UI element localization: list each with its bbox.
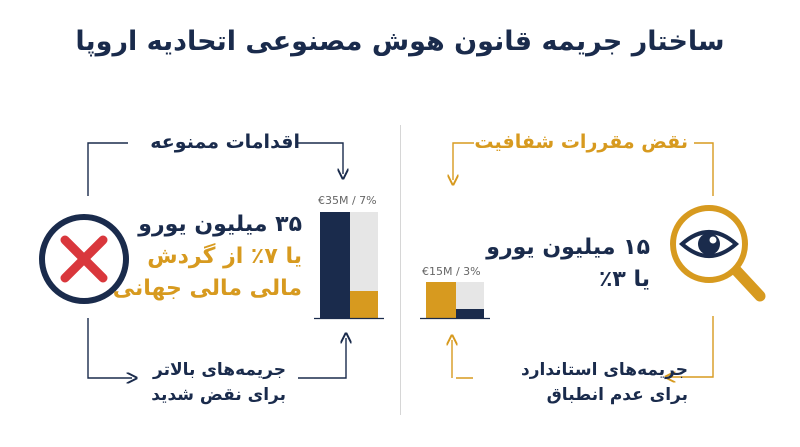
right-bar-chart: [420, 282, 490, 320]
right-bar-fill: [456, 309, 484, 318]
right-amount-line1: ۱۵ میلیون یورو: [486, 235, 650, 260]
right-top-right-line: [694, 142, 714, 196]
center-divider: [400, 125, 401, 415]
page-title: ساختار جریمه قانون هوش مصنوعی اتحادیه ار…: [75, 26, 725, 57]
left-top-left-line: [87, 142, 128, 196]
right-bar-label: €15M / 3%: [422, 265, 481, 278]
red-x-icon: [39, 214, 129, 304]
right-bar-total: [426, 282, 456, 318]
right-amount-line2: یا ۳٪: [598, 266, 650, 292]
left-bar-label: €35M / 7%: [318, 194, 377, 207]
left-bar-chart: [314, 212, 384, 320]
left-bar-fill: [350, 291, 378, 318]
right-footer-line1: جریمه‌های استاندارد: [521, 360, 688, 380]
right-header: نقض مقررات شفافیت: [474, 131, 688, 153]
left-bottom-right-arrow: [298, 338, 346, 379]
left-bottom-left-arrow: [87, 318, 132, 378]
right-footer-line2: برای عدم انطباق: [546, 384, 688, 405]
left-header: اقدامات ممنوعه: [150, 131, 300, 153]
left-footer-line1: جریمه‌های بالاتر: [153, 360, 286, 380]
left-bar-total: [320, 212, 350, 318]
right-top-left-arrow: [453, 142, 474, 180]
left-footer-line2: برای نقض شدید: [151, 384, 286, 405]
eye-magnifier-icon: [670, 205, 766, 302]
left-amount-line1: ۳۵ میلیون یورو: [138, 212, 302, 237]
left-amount-line2: یا ۷٪ از گردش: [147, 243, 302, 269]
left-top-right-arrow: [298, 142, 343, 174]
right-bottom-right-arrow: [670, 316, 714, 377]
left-amount-line3: مالی مالی جهانی: [112, 275, 302, 301]
